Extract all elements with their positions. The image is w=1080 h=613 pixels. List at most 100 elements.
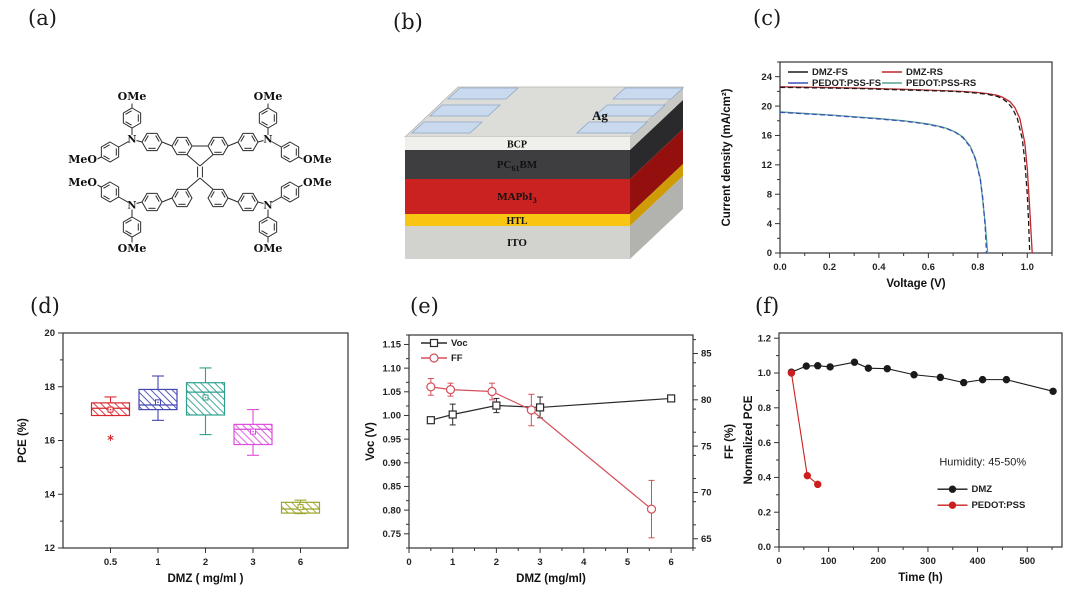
legend-entry-DMZ: DMZ xyxy=(971,484,992,495)
svg-text:200: 200 xyxy=(870,556,886,567)
panel-f-label: (f) xyxy=(755,294,780,318)
device-stack-diagram: Ag BCP PC61BM MAPbI3 HTL ITO xyxy=(403,86,685,259)
svg-text:0.90: 0.90 xyxy=(383,458,402,469)
svg-text:12: 12 xyxy=(761,160,772,171)
svg-text:1.2: 1.2 xyxy=(758,333,771,344)
svg-text:DMZ (mg/ml): DMZ (mg/ml) xyxy=(516,573,586,585)
legend-entry-Voc: Voc xyxy=(451,338,468,349)
plot-frame xyxy=(62,332,349,549)
box-3 xyxy=(233,409,273,456)
svg-text:6: 6 xyxy=(298,557,303,568)
panel-d: (d) 12 14 16 18 20 DMZ ( mg/ml ) PCE (%) 0.5 1 2 3… xyxy=(0,292,362,608)
svg-text:Current density (mA/cm²): Current density (mA/cm²) xyxy=(721,88,733,226)
svg-text:85: 85 xyxy=(701,349,712,360)
axes: 0 1 2 3 4 5 6 0.75 0.80 0.85 0.90 0.95 1.00 1.05 1.10 1… xyxy=(365,334,736,585)
legend: DMZ-FS DMZ-RS PEDOT:PSS-FS PEDOT:PSS-RS xyxy=(788,67,976,89)
htl-layer xyxy=(405,214,630,226)
ito-label: ITO xyxy=(507,237,527,249)
svg-text:16: 16 xyxy=(761,131,772,142)
svg-text:3: 3 xyxy=(537,557,542,568)
nitrogen-label: N xyxy=(127,201,136,212)
nitrogen-label: N xyxy=(127,135,136,146)
legend-entry-DMZ-FS: DMZ-FS xyxy=(812,67,848,78)
svg-text:1.10: 1.10 xyxy=(383,363,402,374)
svg-text:65: 65 xyxy=(701,534,712,545)
svg-text:500: 500 xyxy=(1019,556,1035,567)
svg-text:1.05: 1.05 xyxy=(383,387,402,398)
svg-text:Normalized PCE: Normalized PCE xyxy=(743,395,755,484)
series-PEDOT:PSS-FS xyxy=(779,111,988,254)
plot-frame xyxy=(779,61,1053,254)
series-DMZ-FS xyxy=(779,86,1031,254)
series-PEDOT:PSS xyxy=(787,369,822,489)
svg-text:6: 6 xyxy=(669,557,674,568)
svg-text:Voltage (V): Voltage (V) xyxy=(886,278,945,290)
legend-entry-PEDOT:PSS-RS: PEDOT:PSS-RS xyxy=(906,78,976,89)
svg-text:0.0: 0.0 xyxy=(773,262,786,273)
stability-chart: 0 100 200 300 400 500 0.0 0.2 0.4 0.6 0.8 1.0 1.2 Tim… xyxy=(743,332,1063,584)
box-2 xyxy=(185,367,226,436)
svg-text:20: 20 xyxy=(761,101,772,112)
methoxy-label: MeO xyxy=(68,153,97,166)
svg-text:20: 20 xyxy=(44,328,55,339)
svg-text:Time (h): Time (h) xyxy=(898,572,943,584)
ag-label: Ag xyxy=(592,108,608,123)
svg-text:0.6: 0.6 xyxy=(922,262,935,273)
pcbm-layer xyxy=(405,150,630,179)
svg-text:16: 16 xyxy=(44,436,55,447)
svg-text:FF (%): FF (%) xyxy=(724,424,736,459)
svg-text:4: 4 xyxy=(767,219,773,230)
axes: 0 100 200 300 400 500 0.0 0.2 0.4 0.6 0.8 1.0 1.2 Tim… xyxy=(743,333,1053,584)
panel-e-label: (e) xyxy=(410,294,439,318)
methoxy-label: OMe xyxy=(118,90,147,103)
panel-d-label: (d) xyxy=(30,294,60,318)
svg-text:Voc (V): Voc (V) xyxy=(365,422,377,461)
nitrogen-label: N xyxy=(263,135,272,146)
methoxy-label: OMe xyxy=(118,242,147,255)
nitrogen-label: N xyxy=(263,201,272,212)
svg-text:0.0: 0.0 xyxy=(758,542,771,553)
axes: 0.0 0.2 0.4 0.6 0.8 1.0 0 4 8 12 16 20 24 Voltage (V)… xyxy=(721,61,1053,290)
bcp-side xyxy=(630,87,683,150)
molecule-rings xyxy=(100,107,300,238)
svg-text:0.85: 0.85 xyxy=(383,482,402,493)
box-0.5 xyxy=(90,396,131,442)
svg-text:PCE (%): PCE (%) xyxy=(17,418,29,463)
legend: Voc FF xyxy=(421,338,468,364)
svg-text:300: 300 xyxy=(920,556,936,567)
svg-text:0.5: 0.5 xyxy=(104,557,118,568)
series-DMZ xyxy=(787,358,1057,395)
svg-text:0.80: 0.80 xyxy=(383,505,402,516)
panel-a: (a) xyxy=(0,0,360,292)
silver-electrode-pads xyxy=(410,87,685,134)
svg-text:70: 70 xyxy=(701,488,712,499)
svg-text:8: 8 xyxy=(767,189,772,200)
svg-text:0.95: 0.95 xyxy=(383,434,402,445)
series-DMZ-RS xyxy=(779,86,1033,254)
legend-entry-PEDOT:PSS: PEDOT:PSS xyxy=(971,500,1025,511)
panel-a-label: (a) xyxy=(28,6,57,30)
panel-e: (e) 0 1 2 3 4 5 6 0.75 0.80 0.85 0.90 0.95 1.00 1.05 1… xyxy=(362,292,740,608)
svg-text:18: 18 xyxy=(44,382,55,393)
svg-text:1.15: 1.15 xyxy=(383,340,402,351)
methoxy-label: OMe xyxy=(254,242,283,255)
svg-text:0.6: 0.6 xyxy=(758,438,771,449)
svg-text:DMZ ( mg/ml ): DMZ ( mg/ml ) xyxy=(167,573,243,585)
perovskite-label: MAPbI3 xyxy=(497,191,536,205)
bcp-layer xyxy=(405,137,630,150)
humidity-annotation: Humidity: 45-50% xyxy=(939,457,1026,469)
svg-text:0.2: 0.2 xyxy=(758,507,771,518)
svg-text:0: 0 xyxy=(406,557,411,568)
svg-text:0.8: 0.8 xyxy=(758,403,771,414)
htl-label: HTL xyxy=(506,216,527,227)
perovskite-side xyxy=(630,129,683,214)
box-1 xyxy=(138,375,178,421)
legend-entry-PEDOT:PSS-FS: PEDOT:PSS-FS xyxy=(812,78,881,89)
panel-c-label: (c) xyxy=(753,6,782,30)
svg-text:0.2: 0.2 xyxy=(823,262,836,273)
svg-text:3: 3 xyxy=(250,557,255,568)
svg-text:14: 14 xyxy=(44,489,55,500)
plot-frame xyxy=(408,334,694,549)
